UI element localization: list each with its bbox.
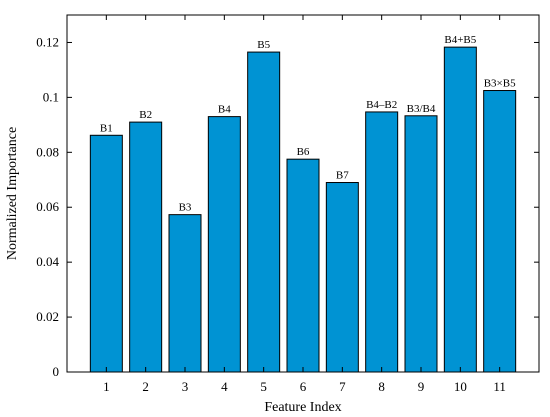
y-tick-label: 0.06 — [36, 199, 59, 214]
bar-label-4: B4 — [218, 104, 231, 116]
y-tick-label: 0.02 — [36, 309, 59, 324]
y-tick-label: 0.12 — [36, 34, 59, 49]
bar-label-1: B1 — [100, 122, 113, 134]
x-tick-label: 11 — [493, 379, 506, 394]
x-tick-label: 3 — [182, 379, 189, 394]
bar-2 — [129, 121, 163, 373]
bar-label-10: B4+B5 — [444, 34, 476, 46]
bar-label-7: B7 — [336, 170, 349, 182]
x-axis-title: Feature Index — [264, 400, 341, 415]
bar-label-9: B3/B4 — [407, 103, 436, 115]
bar-label-6: B6 — [297, 146, 310, 158]
x-tick-label: 5 — [260, 379, 267, 394]
bar-3 — [168, 214, 202, 373]
x-tick-label: 2 — [142, 379, 149, 394]
y-tick-label: 0 — [53, 364, 60, 379]
y-axis: 0 0.02 0.04 0.06 0.08 0.1 0.12 — [36, 34, 539, 379]
bar-9 — [404, 115, 438, 373]
y-axis-title: Normalized Importance — [5, 127, 20, 260]
bars-layer — [89, 46, 517, 373]
bar-label-5: B5 — [257, 39, 270, 51]
bar-10 — [443, 46, 477, 373]
bar-7 — [325, 182, 359, 373]
bar-11 — [483, 90, 517, 373]
y-tick-label: 0.1 — [43, 89, 59, 104]
x-tick-label: 4 — [221, 379, 228, 394]
bar-label-3: B3 — [179, 202, 192, 214]
bar-6 — [286, 158, 320, 373]
bar-label-11: B3×B5 — [484, 78, 516, 90]
bar-8 — [365, 111, 399, 373]
y-tick-label: 0.08 — [36, 144, 59, 159]
bar-1 — [89, 134, 123, 373]
x-tick-label: 1 — [103, 379, 110, 394]
y-tick-label: 0.04 — [36, 254, 59, 269]
x-tick-label: 9 — [418, 379, 425, 394]
x-tick-label: 6 — [300, 379, 307, 394]
bar-label-8: B4–B2 — [366, 99, 397, 111]
x-tick-label: 7 — [339, 379, 346, 394]
bar-labels-layer: B1 B2 B3 B4 B5 B6 B7 B4–B2 B3/B4 B4+B5 B3×B5 — [100, 34, 516, 214]
bar-label-2: B2 — [139, 109, 152, 121]
x-tick-label: 8 — [378, 379, 385, 394]
bar-5 — [247, 51, 281, 373]
x-axis: 1 2 3 4 5 6 7 8 9 10 11 — [103, 15, 506, 394]
bar-4 — [207, 116, 241, 373]
x-tick-label: 10 — [454, 379, 467, 394]
